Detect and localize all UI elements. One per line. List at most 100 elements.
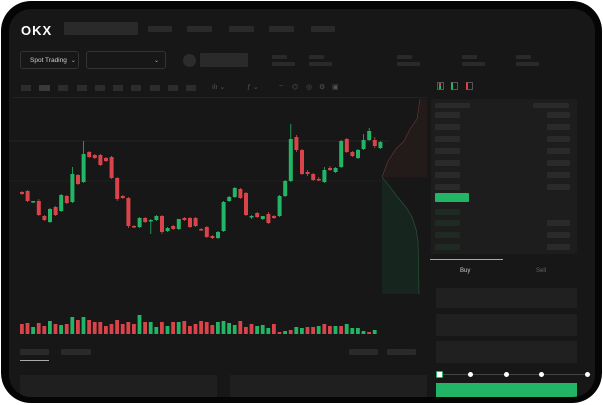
candlestick-chart[interactable] xyxy=(9,94,389,339)
candle-body xyxy=(176,219,181,229)
tab-order-history[interactable] xyxy=(61,349,91,355)
buy-submit-button[interactable] xyxy=(436,383,577,397)
orderbook-asks-icon[interactable] xyxy=(466,82,473,90)
candle-body xyxy=(316,179,321,181)
interval-button[interactable] xyxy=(168,85,178,91)
candle-body xyxy=(260,216,265,219)
volume-bar xyxy=(350,328,355,334)
amount-input[interactable] xyxy=(436,314,577,336)
volume-bar xyxy=(322,324,327,334)
order-amount xyxy=(547,160,570,166)
tab-buy[interactable]: Buy xyxy=(460,268,471,274)
orderbook-both-icon[interactable] xyxy=(437,82,444,90)
price-input[interactable] xyxy=(436,288,577,308)
volume-bar xyxy=(367,332,371,334)
candle-body xyxy=(115,178,120,199)
fullscreen-icon[interactable]: ▣ xyxy=(332,84,339,91)
interval-button[interactable] xyxy=(77,85,87,91)
toolbar-divider xyxy=(13,97,428,98)
nav-item[interactable] xyxy=(148,26,172,32)
volume-bar xyxy=(344,324,349,334)
spot-trading-dropdown[interactable]: Spot Trading ⌄ xyxy=(20,51,79,69)
volume-bar xyxy=(98,322,103,334)
candle-body xyxy=(36,201,41,215)
volume-bar xyxy=(238,321,243,334)
candle-body xyxy=(288,139,293,181)
nav-item[interactable] xyxy=(229,26,254,32)
volume-bar xyxy=(204,322,209,334)
coin-icon xyxy=(183,54,196,67)
candle-body xyxy=(277,196,282,216)
volume-bar xyxy=(361,331,366,334)
pair-dropdown[interactable]: ⌄ xyxy=(86,51,166,69)
settings-icon[interactable]: ⚙ xyxy=(319,84,326,91)
bid-price xyxy=(435,220,460,226)
nav-item[interactable] xyxy=(187,26,212,32)
pair-price xyxy=(200,53,248,67)
volume-bar xyxy=(126,322,131,334)
order-amount xyxy=(547,184,570,190)
volume-bar xyxy=(199,321,203,334)
candle-body xyxy=(232,188,237,197)
tab-open-orders[interactable] xyxy=(20,349,49,355)
nav-item[interactable] xyxy=(269,26,294,32)
interval-button[interactable] xyxy=(150,85,160,91)
candle-body xyxy=(244,193,248,215)
interval-button[interactable] xyxy=(95,85,105,91)
orderbook-bids-icon[interactable] xyxy=(451,82,458,90)
candle-body xyxy=(25,191,30,201)
candle-body xyxy=(367,131,372,140)
candle-body xyxy=(216,232,220,238)
slider-mark-25[interactable] xyxy=(468,372,473,377)
candle-body xyxy=(81,154,86,182)
interval-button[interactable] xyxy=(186,85,196,91)
interval-button[interactable] xyxy=(58,85,68,91)
indicator-icon[interactable]: ƒ ⌄ xyxy=(247,84,259,91)
candle-body xyxy=(328,168,332,170)
interval-button[interactable] xyxy=(39,85,50,91)
amount-slider-track[interactable] xyxy=(441,374,591,375)
volume-bar xyxy=(244,327,248,334)
order-amount xyxy=(547,136,570,142)
candle-body xyxy=(350,152,355,156)
order-amount xyxy=(547,172,570,178)
total-input[interactable] xyxy=(436,341,577,363)
ask-price xyxy=(435,160,460,166)
volume-bar xyxy=(120,324,125,334)
bid-price xyxy=(435,209,460,215)
filter-button[interactable] xyxy=(349,349,378,355)
volume-bar xyxy=(132,324,136,334)
chart-type-icon[interactable]: ılı ⌄ xyxy=(212,84,226,91)
volume-bar xyxy=(148,322,153,334)
volume-bar xyxy=(104,326,108,334)
volume-bar xyxy=(333,326,338,334)
volume-bar xyxy=(277,332,282,334)
ruler-icon[interactable]: ⌬ xyxy=(292,84,299,91)
interval-button[interactable] xyxy=(131,85,141,91)
volume-bar xyxy=(20,324,24,334)
slider-handle[interactable] xyxy=(436,371,443,378)
candle-body xyxy=(104,158,108,161)
slider-mark-100[interactable] xyxy=(585,372,590,377)
search-bar[interactable] xyxy=(64,22,138,35)
candle-body xyxy=(356,150,360,158)
interval-button[interactable] xyxy=(21,85,31,91)
filter-button[interactable] xyxy=(387,349,416,355)
ask-price xyxy=(435,184,460,190)
tab-sell[interactable]: Sell xyxy=(536,268,547,274)
slider-mark-50[interactable] xyxy=(504,372,509,377)
candle-body xyxy=(266,214,271,223)
chevron-down-icon: ⌄ xyxy=(153,57,159,64)
line-tool-icon[interactable]: ~ xyxy=(279,83,284,90)
volume-bar xyxy=(328,326,332,334)
ask-price xyxy=(435,124,460,130)
slider-mark-75[interactable] xyxy=(539,372,544,377)
volume-bar xyxy=(221,321,226,334)
candle-body xyxy=(70,174,75,202)
camera-icon[interactable]: ◎ xyxy=(306,84,313,91)
interval-button[interactable] xyxy=(113,85,123,91)
volume-bar xyxy=(115,320,119,334)
volume-bar xyxy=(283,331,287,334)
candle-body xyxy=(132,226,136,228)
nav-item[interactable] xyxy=(311,26,335,32)
